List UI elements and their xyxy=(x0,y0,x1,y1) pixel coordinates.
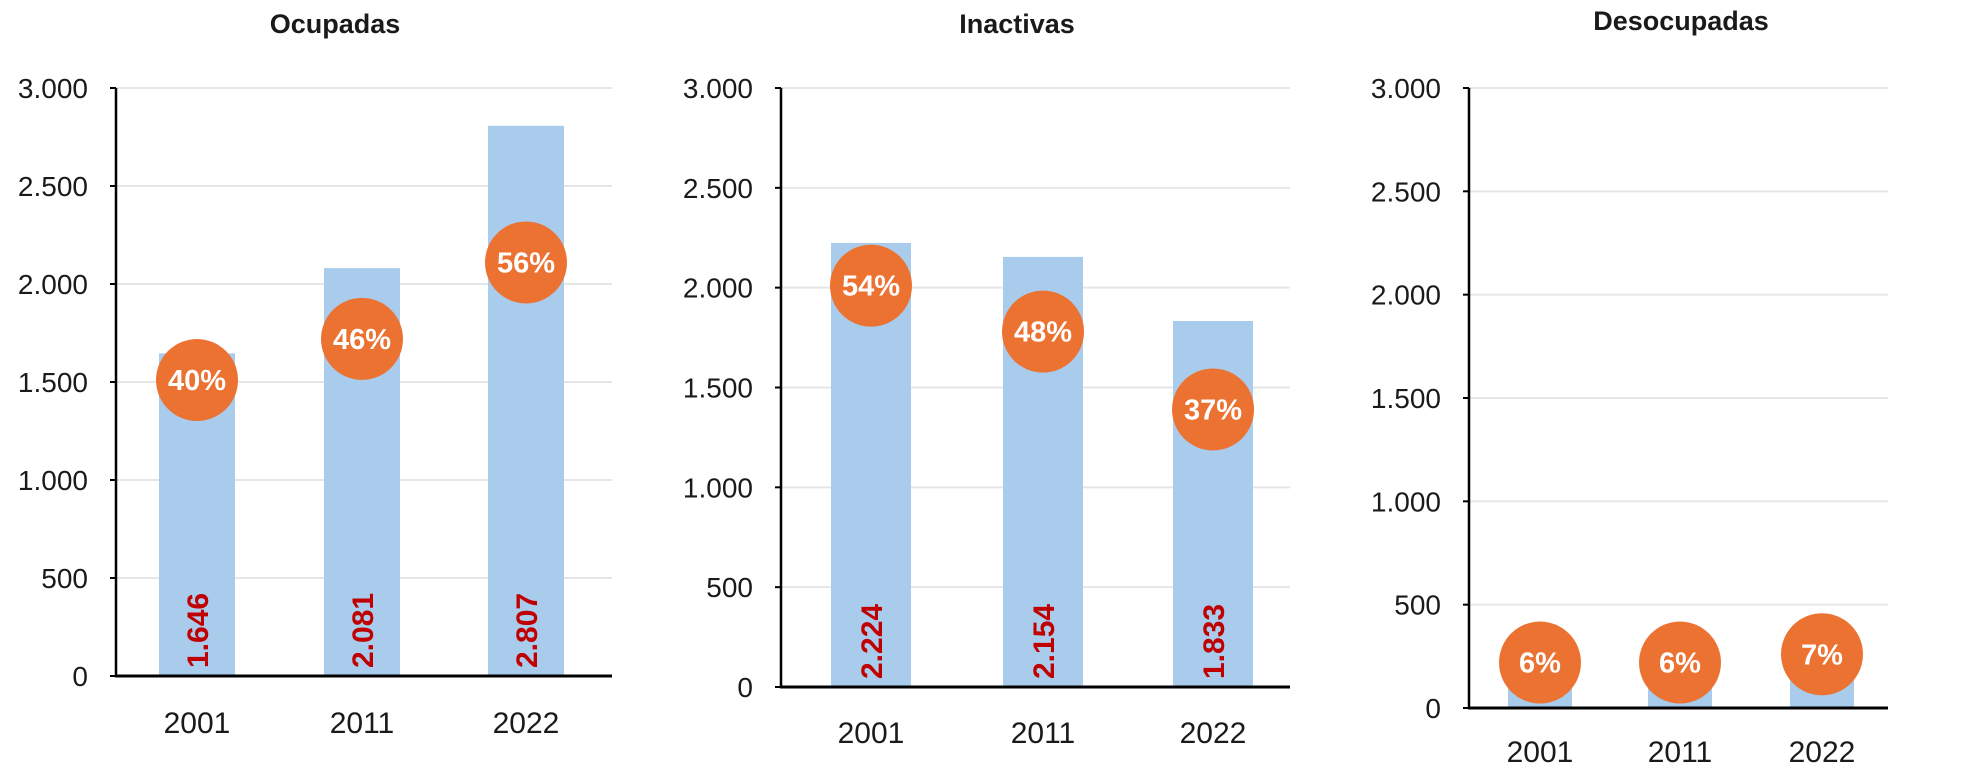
percent-label: 7% xyxy=(1801,639,1843,671)
chart-title: Desocupadas xyxy=(1593,6,1769,36)
y-tick-label: 1.500 xyxy=(18,367,88,398)
x-tick-label: 2022 xyxy=(1180,717,1247,750)
y-tick-label: 0 xyxy=(1425,693,1441,724)
percent-label: 6% xyxy=(1659,648,1701,680)
percent-marker xyxy=(1781,613,1863,696)
chart-title: Ocupadas xyxy=(270,9,401,39)
y-tick-label: 3.000 xyxy=(18,73,88,104)
percent-label: 48% xyxy=(1014,317,1072,349)
percent-label: 37% xyxy=(1184,394,1242,426)
y-tick-label: 1.500 xyxy=(683,373,753,404)
percent-label: 56% xyxy=(497,247,555,279)
bar-value-label: 2.154 xyxy=(1028,604,1061,679)
y-tick-label: 0 xyxy=(737,672,753,703)
y-tick-label: 2.500 xyxy=(683,173,753,204)
x-tick-label: 2011 xyxy=(1011,717,1076,750)
bar-value-label: 2.224 xyxy=(856,604,889,679)
y-tick-label: 2.500 xyxy=(18,171,88,202)
y-tick-label: 2.500 xyxy=(1371,176,1441,207)
y-tick-label: 2.000 xyxy=(18,269,88,300)
x-tick-label: 2001 xyxy=(1507,736,1574,768)
y-tick-label: 500 xyxy=(1394,590,1441,621)
chart-title: Inactivas xyxy=(959,9,1075,39)
percent-marker xyxy=(1639,621,1721,704)
percent-marker xyxy=(1172,368,1254,451)
x-tick-label: 2011 xyxy=(1648,736,1713,768)
chart-desocupadas: 0 500 1.000 1.500 2.000 2.500 3.000 2001 2011 202… xyxy=(1371,6,1888,768)
y-tick-label: 3.000 xyxy=(683,73,753,104)
x-tick-label: 2001 xyxy=(838,717,905,750)
bar-value-label: 1.646 xyxy=(182,593,215,668)
x-tick-label: 2022 xyxy=(1789,736,1856,768)
percent-label: 6% xyxy=(1519,648,1561,680)
x-tick-label: 2022 xyxy=(493,707,560,740)
bar-value-label: 2.081 xyxy=(347,593,380,668)
percent-label: 46% xyxy=(333,324,391,356)
y-tick-label: 500 xyxy=(706,572,753,603)
y-tick-label: 1.000 xyxy=(683,472,753,503)
percent-marker xyxy=(321,297,403,380)
percent-marker xyxy=(485,221,567,304)
y-tick-label: 1.500 xyxy=(1371,383,1441,414)
y-tick-label: 500 xyxy=(41,563,88,594)
x-tick-label: 2011 xyxy=(330,707,395,740)
chart-inactivas: 0 500 1.000 1.500 2.000 2.500 3.000 2001 2011 202… xyxy=(683,9,1290,750)
percent-marker xyxy=(830,244,912,327)
percent-label: 54% xyxy=(842,271,900,303)
bar-value-label: 1.833 xyxy=(1198,604,1231,679)
bar-value-label: 2.807 xyxy=(511,593,544,668)
percent-marker xyxy=(156,339,238,422)
y-tick-label: 0 xyxy=(72,661,88,692)
chart-ocupadas: 0 500 1.000 1.500 2.000 2.500 3.000 2001 2011 202… xyxy=(18,9,612,740)
y-tick-label: 3.000 xyxy=(1371,73,1441,104)
y-tick-label: 1.000 xyxy=(1371,486,1441,517)
y-tick-label: 1.000 xyxy=(18,465,88,496)
percent-marker xyxy=(1499,621,1581,704)
y-tick-label: 2.000 xyxy=(683,273,753,304)
x-tick-label: 2001 xyxy=(164,707,231,740)
bar xyxy=(488,125,564,676)
percent-label: 40% xyxy=(168,365,226,397)
y-tick-label: 2.000 xyxy=(1371,280,1441,311)
percent-marker xyxy=(1002,290,1084,373)
